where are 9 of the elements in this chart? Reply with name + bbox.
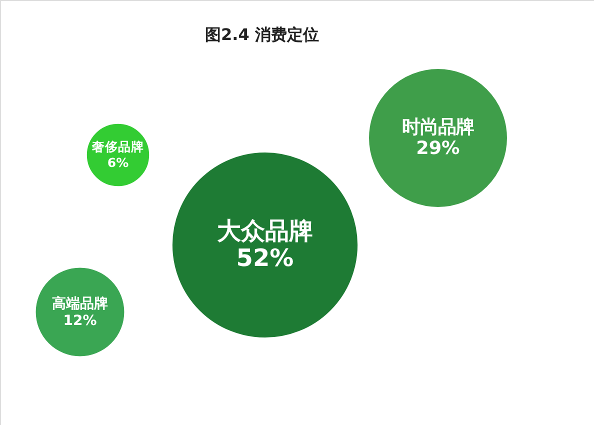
category-label: 奢侈品牌: [91, 139, 144, 154]
category-label: 大众品牌: [217, 217, 313, 245]
category-label: 时尚品牌: [402, 117, 474, 138]
data-label: 52%: [236, 244, 294, 272]
data-label: 6%: [107, 155, 130, 170]
category-label: 高端品牌: [52, 295, 108, 312]
data-label: 12%: [63, 313, 97, 329]
text: 图2.4 消费定位: [205, 25, 319, 44]
data-label: 29%: [416, 138, 460, 159]
